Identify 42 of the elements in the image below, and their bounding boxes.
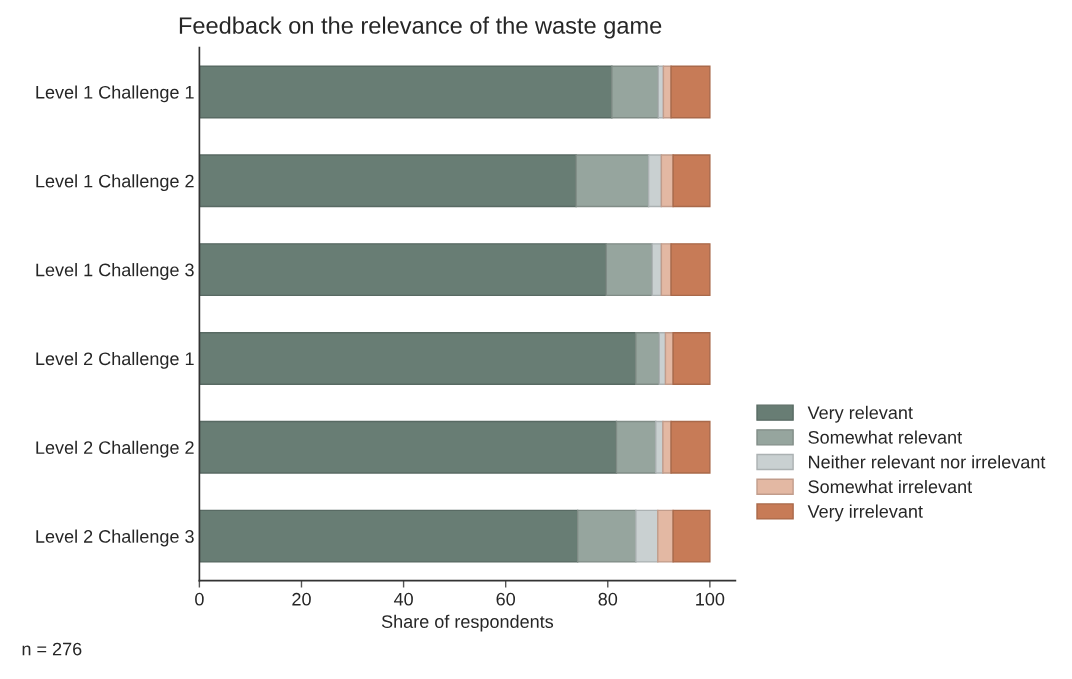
x-tick-label: 80 <box>598 592 618 606</box>
legend-label: Somewhat relevant <box>808 430 962 444</box>
bar <box>670 420 711 474</box>
chart-title: Feedback on the relevance of the waste game <box>179 16 662 39</box>
bar <box>657 509 674 563</box>
bar <box>611 65 660 119</box>
y-tick-label: Level 2 Challenge 2 <box>36 440 194 458</box>
bar <box>672 509 711 563</box>
bar <box>651 243 663 297</box>
bar <box>199 331 637 385</box>
legend-label: Somewhat irrelevant <box>808 479 973 494</box>
bar <box>576 509 637 563</box>
bar <box>635 331 661 385</box>
bar <box>199 420 618 474</box>
bar <box>199 509 579 563</box>
bar <box>199 243 607 297</box>
x-tick-label: 20 <box>292 592 311 606</box>
y-tick-label: Level 1 Challenge 3 <box>36 263 194 280</box>
bar <box>672 154 711 208</box>
y-tick-label: Level 2 Challenge 3 <box>36 529 194 547</box>
x-axis-title: Share of respondents <box>381 614 554 632</box>
x-tick-label: 100 <box>696 592 725 606</box>
x-tick-label: 40 <box>393 592 413 606</box>
bar <box>672 331 711 385</box>
bar <box>605 243 653 297</box>
x-tick-label: 60 <box>496 592 516 606</box>
bar <box>670 243 711 297</box>
text: n = 276 <box>22 642 82 656</box>
legend-label: Very relevant <box>807 405 913 423</box>
bar <box>615 420 657 474</box>
bar <box>635 509 659 563</box>
y-tick-label: Level 2 Challenge 1 <box>36 351 194 369</box>
bar <box>670 65 711 119</box>
bar <box>199 154 577 208</box>
y-tick-label: Level 1 Challenge 1 <box>36 85 194 103</box>
x-tick-label: 0 <box>195 592 204 606</box>
y-tick-label: Level 1 Challenge 2 <box>36 174 194 192</box>
bar <box>199 65 613 119</box>
bar <box>647 154 663 208</box>
legend-label: Neither relevant nor irrelevant <box>809 455 1046 469</box>
legend-label: Very irrelevant <box>807 504 923 522</box>
bar <box>575 154 650 208</box>
